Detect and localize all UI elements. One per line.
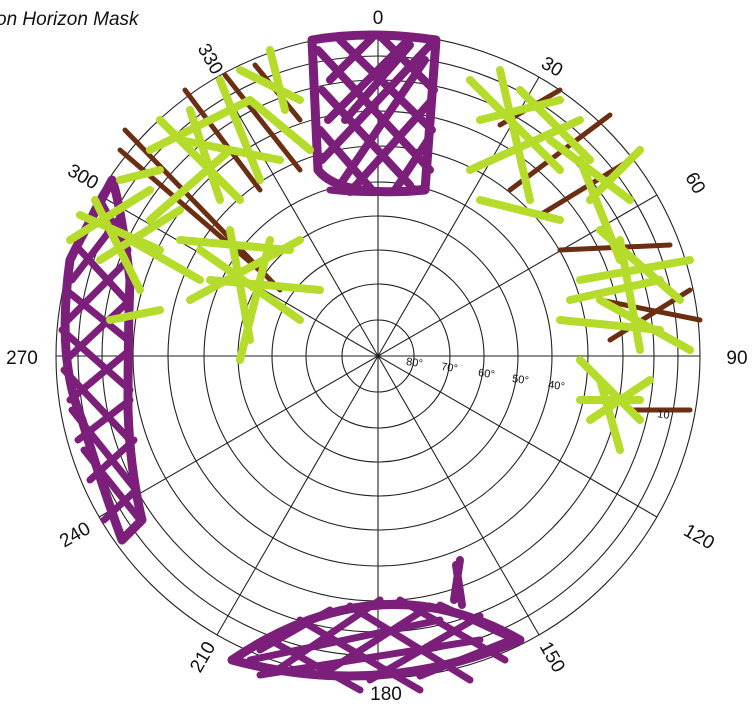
azimuth-label: 30 <box>537 53 566 82</box>
azimuth-label: 150 <box>535 638 569 676</box>
northeast-green-trees <box>466 66 694 454</box>
elevation-label: 10 <box>657 408 671 422</box>
northwest-green-trees <box>66 46 324 364</box>
azimuth-spoke <box>216 76 379 357</box>
azimuth-label: 270 <box>6 348 38 369</box>
azimuth-label: 0 <box>373 8 384 29</box>
azimuth-label: 240 <box>56 518 94 552</box>
azimuth-spoke <box>98 355 379 518</box>
elevation-label: 50° <box>511 373 529 387</box>
azimuth-label: 120 <box>680 520 718 554</box>
elevation-label: 70° <box>440 361 458 375</box>
plot-title: on Horizon Mask <box>0 9 140 30</box>
azimuth-label: 90 <box>726 348 747 369</box>
azimuth-spoke <box>377 355 540 636</box>
horizon-mask-drawing <box>58 30 703 694</box>
west-purple-band <box>58 175 147 545</box>
azimuth-label: 330 <box>193 40 227 78</box>
azimuth-spoke <box>377 194 658 357</box>
azimuth-label: 300 <box>64 160 102 194</box>
azimuth-label: 180 <box>370 684 402 704</box>
azimuth-label: 60 <box>680 169 709 198</box>
elevation-label: 80° <box>405 356 423 370</box>
elevation-labels: 80° 70° 60° 50° 40° 10 <box>405 356 670 422</box>
south-purple-dome <box>227 556 525 694</box>
azimuth-label: 210 <box>186 638 220 676</box>
elevation-label: 40° <box>547 379 565 393</box>
azimuth-spoke <box>216 355 379 636</box>
azimuth-spoke <box>377 355 658 518</box>
elevation-label: 60° <box>477 367 495 381</box>
north-purple-block <box>307 30 441 197</box>
